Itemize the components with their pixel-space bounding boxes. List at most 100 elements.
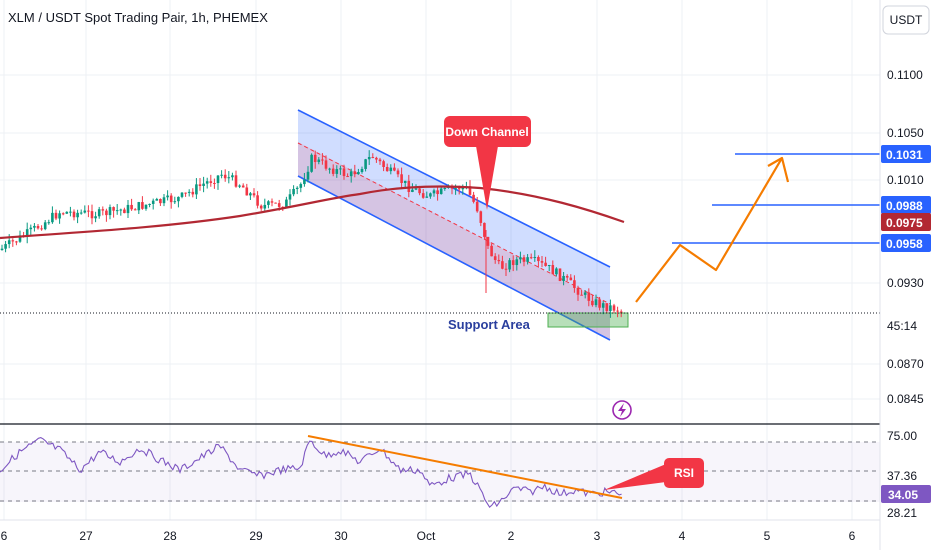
- candle-body: [7, 240, 11, 245]
- moving-average-line: [0, 185, 625, 240]
- candle-body: [220, 174, 223, 176]
- y-tick-label: 0.1100: [887, 68, 923, 82]
- candle-body: [436, 190, 439, 195]
- candle-body: [468, 186, 472, 195]
- candle-body: [475, 201, 479, 212]
- vertical-grid: [3, 0, 853, 520]
- candle-body: [544, 262, 547, 266]
- price-badge: 0.0988: [881, 196, 931, 214]
- candle-body: [137, 202, 141, 211]
- candle-body: [508, 260, 511, 270]
- candle-body: [47, 222, 51, 224]
- candle-body: [72, 211, 76, 218]
- candle-body: [108, 207, 112, 216]
- candle-body: [598, 299, 601, 308]
- candle-body: [285, 199, 288, 209]
- candle-body: [249, 193, 252, 196]
- support-area-box: [547, 312, 629, 328]
- candle-body: [306, 171, 310, 180]
- candle-body: [324, 160, 328, 169]
- candle-body: [349, 171, 353, 177]
- price-axis[interactable]: 0.1100 0.1050 0.1010 0.0930 0.0870 0.0845 0.1…: [879, 0, 932, 550]
- candle-body: [25, 229, 29, 237]
- candle-body: [425, 196, 429, 198]
- channel-mid-line: [297, 142, 611, 305]
- rsi-current-badge: 34.05: [881, 485, 931, 503]
- currency-button[interactable]: USDT: [882, 5, 930, 35]
- candle-body: [342, 168, 346, 177]
- candle-body: [609, 305, 612, 311]
- candle-body: [11, 240, 15, 242]
- time-axis: 6 27 28 29 30 Oct 2 3 4 5 6: [1, 529, 856, 543]
- candle-body: [483, 222, 486, 237]
- candle-body: [490, 245, 493, 257]
- price-badge-label: 0.0906: [886, 307, 923, 321]
- horizontal-grid: [0, 74, 880, 400]
- projected-arrow-head: [767, 156, 790, 183]
- price-badge: 0.0906: [881, 304, 931, 322]
- candle-body: [587, 292, 591, 301]
- candle-body: [331, 168, 335, 174]
- candle-body: [565, 275, 569, 278]
- candle-body: [580, 294, 583, 296]
- candle-body: [400, 174, 403, 183]
- candle-body: [130, 204, 133, 210]
- candle-body: [558, 268, 562, 281]
- candle-body: [51, 212, 54, 223]
- candle-body: [123, 209, 126, 214]
- candle-body: [191, 191, 195, 195]
- lightning-icon[interactable]: [612, 400, 632, 420]
- candle-body: [94, 216, 97, 219]
- candle-body: [317, 159, 321, 163]
- rsi-pane: [0, 435, 880, 509]
- candle-body: [605, 303, 609, 311]
- x-tick-label: 6: [1, 529, 8, 543]
- candle-body: [267, 201, 270, 205]
- candle-body: [76, 212, 79, 218]
- candle-body: [353, 171, 357, 175]
- candlesticks: [0, 150, 623, 318]
- candle-body: [403, 180, 407, 183]
- candle-body: [429, 193, 432, 197]
- candle-body: [69, 211, 72, 213]
- candle-body: [443, 187, 447, 189]
- candle-body: [155, 199, 159, 201]
- candle-body: [378, 159, 382, 162]
- candle-body: [115, 210, 119, 212]
- candle-body: [141, 202, 144, 209]
- candle-body: [360, 168, 364, 173]
- candle-body: [245, 187, 249, 196]
- candle-body: [205, 181, 209, 184]
- x-tick-label: 3: [594, 529, 601, 543]
- candle-body: [591, 300, 594, 306]
- candle-body: [486, 236, 490, 246]
- candle-body: [612, 305, 616, 311]
- candle-body: [0, 248, 4, 250]
- candle-body: [295, 187, 299, 189]
- price-badge-label: 0.0988: [886, 199, 923, 213]
- candle-body: [364, 159, 367, 169]
- candle-body: [540, 261, 544, 263]
- candle-body: [119, 209, 123, 211]
- candle-body: [184, 192, 187, 194]
- rsi-callout-label: RSI: [674, 466, 694, 480]
- candle-body: [303, 179, 306, 185]
- candle-body: [126, 204, 130, 214]
- candle-body: [551, 265, 555, 275]
- candle-body: [573, 280, 576, 288]
- candle-body: [526, 257, 529, 262]
- rsi-tick-label: 37.36: [887, 469, 917, 483]
- candle-body: [555, 268, 558, 275]
- candle-body: [105, 210, 108, 216]
- candle-body: [270, 201, 274, 203]
- y-tick-label: 0.0845: [887, 392, 924, 406]
- candle-body: [216, 175, 220, 184]
- chart-title: XLM / USDT Spot Trading Pair, 1h, PHEMEX: [8, 10, 268, 25]
- candle-body: [313, 154, 317, 163]
- candle-body: [54, 212, 58, 219]
- candle-body: [112, 207, 115, 211]
- candle-body: [256, 195, 259, 206]
- x-tick-label: 30: [334, 529, 348, 543]
